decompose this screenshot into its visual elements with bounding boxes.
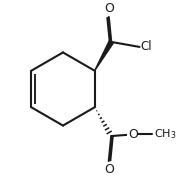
Polygon shape [95,41,113,71]
Text: Cl: Cl [140,40,152,53]
Text: O: O [104,163,114,177]
Text: O: O [128,128,138,141]
Text: CH$_3$: CH$_3$ [154,127,176,141]
Text: O: O [104,1,114,15]
